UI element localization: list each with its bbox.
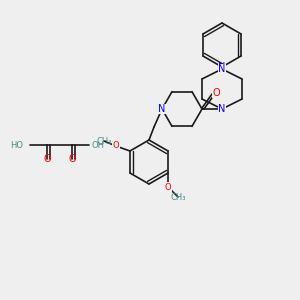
Text: O: O: [43, 154, 51, 164]
Text: O: O: [165, 182, 171, 191]
Text: O: O: [112, 142, 119, 151]
Text: O: O: [68, 154, 76, 164]
Text: N: N: [218, 104, 226, 114]
Text: N: N: [158, 104, 166, 114]
Text: O: O: [212, 88, 220, 98]
Text: CH₃: CH₃: [170, 193, 186, 202]
Text: HO: HO: [11, 140, 23, 149]
Text: N: N: [218, 64, 226, 74]
Text: N: N: [218, 62, 226, 72]
Text: OH: OH: [91, 140, 104, 149]
Text: CH₃: CH₃: [96, 136, 112, 146]
